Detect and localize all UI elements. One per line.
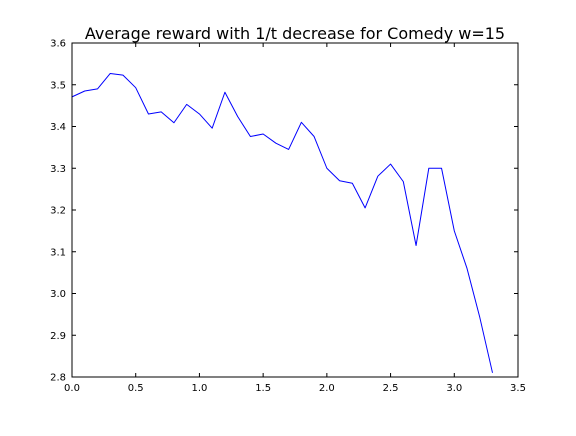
x-tick-label: 3.0 xyxy=(446,383,462,394)
y-axis-ticks: 2.8 2.9 3.0 3.1 3.2 3.3 3.4 3.5 3.6 xyxy=(50,39,518,384)
y-tick-label: 3.6 xyxy=(50,39,66,50)
x-tick-label: 2.5 xyxy=(383,383,399,394)
y-tick-label: 3.3 xyxy=(50,164,66,175)
plot-frame xyxy=(71,42,519,378)
series-layer xyxy=(71,72,493,373)
chart-title: Average reward with 1/t decrease for Com… xyxy=(85,24,505,43)
y-tick-label: 3.0 xyxy=(50,289,66,300)
x-tick-label: 1.5 xyxy=(255,383,271,394)
y-tick-label: 3.2 xyxy=(50,206,66,217)
x-tick-label: 1.0 xyxy=(191,383,207,394)
x-tick-label: 3.5 xyxy=(510,383,526,394)
y-tick-label: 3.5 xyxy=(50,80,66,91)
y-tick-label: 2.9 xyxy=(50,331,66,342)
y-tick-label: 2.8 xyxy=(50,373,66,384)
y-tick-label: 3.4 xyxy=(50,122,66,133)
series-line-0 xyxy=(71,72,493,373)
y-tick-label: 3.1 xyxy=(50,247,66,258)
x-tick-label: 2.0 xyxy=(319,383,335,394)
x-tick-label: 0.5 xyxy=(128,383,144,394)
x-tick-label: 0.0 xyxy=(64,383,80,394)
x-axis-ticks: 0.0 0.5 1.0 1.5 2.0 2.5 3.0 3.5 xyxy=(64,43,526,394)
